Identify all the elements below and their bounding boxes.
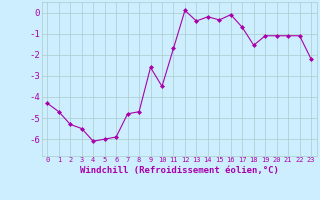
X-axis label: Windchill (Refroidissement éolien,°C): Windchill (Refroidissement éolien,°C)	[80, 166, 279, 175]
